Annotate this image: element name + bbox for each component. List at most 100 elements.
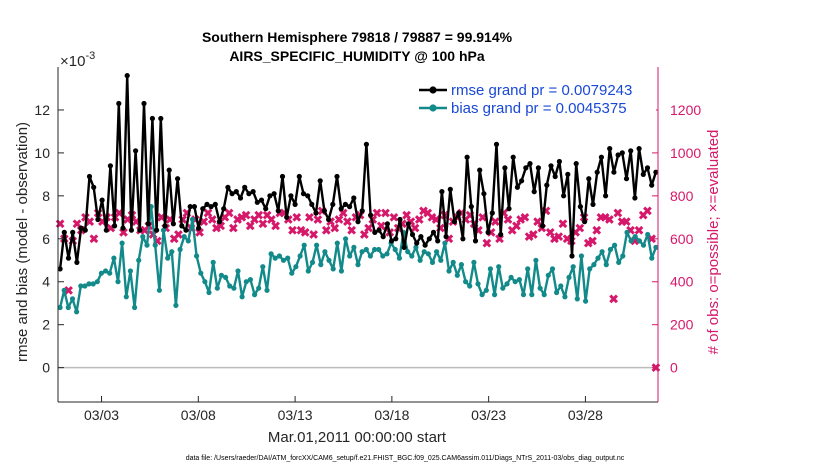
bias-series-point xyxy=(446,268,452,274)
obs-count-point xyxy=(347,225,357,235)
bias-series-point xyxy=(583,298,589,304)
rmse-series-point xyxy=(368,212,374,218)
bias-series-point xyxy=(82,283,88,289)
rmse-series-point xyxy=(569,253,575,259)
obs-count-point xyxy=(533,217,542,226)
obs-count-cross xyxy=(372,208,382,218)
chart-subtitle: AIRS_SPECIFIC_HUMIDITY @ 100 hPa xyxy=(229,48,485,64)
obs-count-point xyxy=(330,223,340,233)
bias-series-point xyxy=(160,227,167,233)
rmse-series-point xyxy=(582,219,588,225)
obs-count-cross xyxy=(271,221,280,231)
legend-bias-marker xyxy=(429,104,437,112)
obs-count-cross xyxy=(545,227,555,237)
rmse-series-point xyxy=(607,146,613,152)
rmse-series-point xyxy=(603,193,609,199)
bias-series-point xyxy=(264,287,270,293)
obs-count-point xyxy=(592,225,602,235)
bias-series-point xyxy=(599,249,605,255)
bias-series-point xyxy=(206,289,212,296)
rmse-series-point xyxy=(561,193,567,199)
x-tick-label: 03/28 xyxy=(568,407,603,423)
rmse-series-point xyxy=(649,182,655,188)
obs-count-point xyxy=(643,206,652,216)
obs-count-cross xyxy=(267,215,276,224)
bias-series-point xyxy=(434,249,440,255)
obs-count-cross xyxy=(414,215,424,224)
legend-bias-label: bias grand pr = 0.0045375 xyxy=(451,100,627,117)
rmse-series-point xyxy=(351,195,357,201)
bias-series-point xyxy=(450,259,456,265)
bias-series-point xyxy=(330,266,336,272)
rmse-series-point xyxy=(170,221,176,227)
bias-series-point xyxy=(628,238,634,244)
bias-series-point xyxy=(525,266,531,272)
rmse-series-point xyxy=(451,219,458,225)
obs-count-cross xyxy=(72,219,82,229)
bias-series-point xyxy=(144,242,150,248)
rmse-series-point xyxy=(430,229,437,235)
rmse-series-point xyxy=(258,197,265,203)
y2-axis-label: # of obs: o=possible; ×=evaluated xyxy=(705,130,722,355)
bias-series-point xyxy=(123,294,129,300)
bias-series-point xyxy=(57,304,63,311)
bias-series-point xyxy=(554,289,560,296)
obs-count-point xyxy=(305,212,314,222)
rmse-series-point xyxy=(384,221,390,227)
bias-series-point xyxy=(351,244,357,250)
rmse-series-point xyxy=(321,208,327,214)
obs-count-point xyxy=(389,212,399,222)
obs-count-point xyxy=(300,227,310,237)
rmse-series-point xyxy=(426,236,432,242)
legend-box xyxy=(410,76,656,116)
rmse-series-point xyxy=(107,163,113,169)
y-tick-label: 10 xyxy=(34,145,50,161)
rmse-series-point xyxy=(183,227,189,233)
obs-count-cross xyxy=(359,230,369,239)
bias-series-point xyxy=(297,253,303,259)
rmse-series-point xyxy=(506,206,512,212)
rmse-series-point xyxy=(65,255,72,261)
rmse-series-point xyxy=(552,173,558,180)
rmse-series-point xyxy=(644,165,651,171)
obs-count-cross xyxy=(410,223,420,233)
bias-series-point xyxy=(492,292,498,298)
obs-count-point xyxy=(372,208,382,218)
obs-count-cross xyxy=(258,219,268,229)
rmse-series-point xyxy=(242,184,248,190)
obs-count-cross xyxy=(381,208,390,218)
bias-series-point xyxy=(429,259,436,265)
obs-count-point xyxy=(241,210,251,220)
obs-count-point xyxy=(89,234,99,244)
bias-series-point xyxy=(231,285,237,291)
obs-count-cross xyxy=(347,225,357,235)
legend-rmse-marker xyxy=(429,86,437,94)
bias-series-point xyxy=(376,246,382,253)
bias-series-point xyxy=(413,244,419,250)
obs-count-cross xyxy=(533,217,542,226)
rmse-series-point xyxy=(57,266,63,272)
bias-series-point xyxy=(173,302,179,308)
obs-count-cross xyxy=(482,238,492,248)
bias-series-point xyxy=(545,272,551,278)
bias-series-point xyxy=(574,296,580,302)
bias-series-point xyxy=(272,255,278,261)
rmse-series-point xyxy=(535,165,542,171)
obs-count-point xyxy=(245,221,255,231)
rmse-series-point xyxy=(414,240,420,246)
bias-series-point xyxy=(202,279,208,285)
rmse-series-point xyxy=(422,242,428,248)
bias-series-point xyxy=(218,272,224,278)
obs-count-cross xyxy=(512,221,521,231)
bias-series-point xyxy=(280,257,287,263)
bias-series-point xyxy=(359,249,365,255)
bias-series-point xyxy=(119,240,125,246)
bias-series-point xyxy=(645,231,651,238)
bias-series-point xyxy=(165,255,171,261)
bias-series-point xyxy=(537,285,543,291)
obs-count-point xyxy=(334,215,344,224)
y2-tick-label: 0 xyxy=(670,360,678,376)
bias-series-point xyxy=(198,270,204,276)
bias-series-point xyxy=(61,287,67,293)
rmse-series-point xyxy=(208,204,214,210)
